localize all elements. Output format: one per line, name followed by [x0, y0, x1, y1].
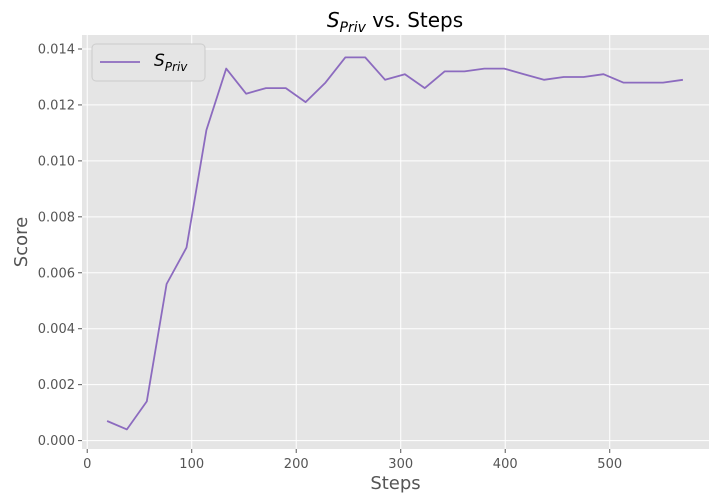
legend-subscript: Priv	[165, 60, 189, 74]
x-tick-label: 200	[284, 457, 309, 472]
legend-entry: SPriv	[154, 51, 188, 74]
grid-lines	[82, 35, 709, 449]
title-symbol: S	[327, 8, 340, 32]
x-tick-label: 500	[597, 457, 622, 472]
y-tick-label: 0.010	[38, 154, 75, 169]
y-axis-label: Score	[11, 217, 32, 267]
y-tick-label: 0.012	[38, 98, 75, 113]
y-tick-label: 0.006	[38, 266, 75, 281]
title-suffix: vs. Steps	[366, 8, 463, 32]
legend-symbol: S	[154, 51, 165, 71]
y-tick-label: 0.004	[38, 322, 75, 337]
y-tick-label: 0.008	[38, 210, 75, 225]
plot-area	[82, 35, 709, 449]
y-axis-ticks: 0.000 0.002 0.004 0.006 0.008 0.010 0.012 0.014	[38, 42, 82, 449]
title-subscript: Priv	[340, 20, 367, 36]
y-tick-label: 0.014	[38, 42, 75, 57]
y-tick-label: 0.002	[38, 378, 75, 393]
x-tick-label: 0	[83, 457, 91, 472]
x-axis-ticks: 0 100 200 300 400 500	[83, 449, 622, 472]
legend: SPriv	[91, 43, 206, 82]
x-tick-label: 400	[493, 457, 518, 472]
series-line	[106, 56, 684, 431]
x-axis-label: Steps	[370, 473, 420, 494]
x-tick-label: 300	[388, 457, 413, 472]
legend-box	[91, 43, 206, 82]
chart-title: SPriv vs. Steps	[327, 8, 463, 36]
y-tick-label: 0.000	[38, 434, 75, 449]
series-layer	[106, 56, 684, 431]
x-tick-label: 100	[179, 457, 204, 472]
